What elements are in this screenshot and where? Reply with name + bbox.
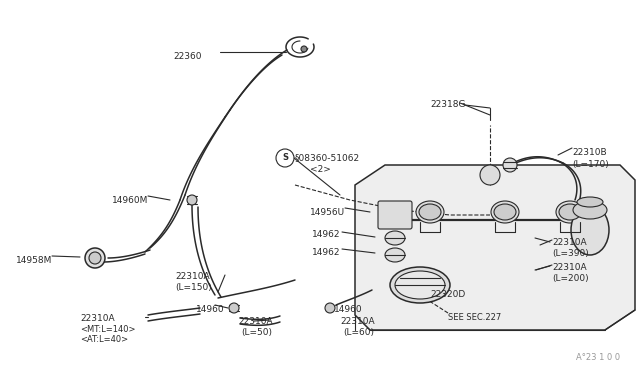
Text: 14962: 14962 <box>312 230 340 239</box>
Text: 14960M: 14960M <box>111 196 148 205</box>
Text: 14958M: 14958M <box>15 256 52 265</box>
Ellipse shape <box>559 204 581 220</box>
Text: SEE SEC.227: SEE SEC.227 <box>448 313 501 322</box>
Ellipse shape <box>385 231 405 245</box>
Text: §08360-51062: §08360-51062 <box>295 153 360 162</box>
Circle shape <box>480 165 500 185</box>
Text: 22310A: 22310A <box>80 314 115 323</box>
Ellipse shape <box>390 267 450 303</box>
Ellipse shape <box>494 204 516 220</box>
Circle shape <box>276 149 294 167</box>
Circle shape <box>301 46 307 52</box>
Text: (L=60): (L=60) <box>343 328 374 337</box>
Circle shape <box>187 195 197 205</box>
Text: 14962: 14962 <box>312 248 340 257</box>
Text: 22360: 22360 <box>173 52 202 61</box>
Ellipse shape <box>577 197 603 207</box>
Text: (L=200): (L=200) <box>552 274 589 283</box>
Ellipse shape <box>419 204 441 220</box>
Ellipse shape <box>395 271 445 299</box>
Text: A°23 1 0 0: A°23 1 0 0 <box>576 353 620 362</box>
Text: 22310A: 22310A <box>238 317 273 326</box>
Ellipse shape <box>491 201 519 223</box>
Text: 22310A: 22310A <box>552 263 587 272</box>
Text: (L=170): (L=170) <box>572 160 609 169</box>
Text: (L=390): (L=390) <box>552 249 589 258</box>
Text: <AT:L=40>: <AT:L=40> <box>80 335 128 344</box>
Circle shape <box>85 248 105 268</box>
Ellipse shape <box>86 251 104 265</box>
Text: 22320D: 22320D <box>430 290 465 299</box>
Circle shape <box>325 303 335 313</box>
Text: 14960: 14960 <box>334 305 363 314</box>
Ellipse shape <box>416 201 444 223</box>
Text: <2>: <2> <box>310 165 331 174</box>
Circle shape <box>89 252 101 264</box>
Text: 22310A: 22310A <box>552 238 587 247</box>
FancyBboxPatch shape <box>378 201 412 229</box>
Text: 22310B: 22310B <box>572 148 607 157</box>
Circle shape <box>503 158 517 172</box>
Text: (L=50): (L=50) <box>241 328 272 337</box>
Text: (L=150): (L=150) <box>175 283 212 292</box>
Text: S: S <box>282 154 288 163</box>
Text: 14956U: 14956U <box>310 208 345 217</box>
Text: <MT:L=140>: <MT:L=140> <box>80 325 136 334</box>
Circle shape <box>229 303 239 313</box>
Text: 22310A: 22310A <box>175 272 210 281</box>
Ellipse shape <box>481 168 499 182</box>
Text: 22310A: 22310A <box>340 317 374 326</box>
Polygon shape <box>355 165 635 330</box>
Ellipse shape <box>556 201 584 223</box>
Ellipse shape <box>571 205 609 255</box>
Text: 22318G: 22318G <box>430 100 465 109</box>
Ellipse shape <box>385 248 405 262</box>
Text: 14960: 14960 <box>196 305 225 314</box>
Ellipse shape <box>573 201 607 219</box>
